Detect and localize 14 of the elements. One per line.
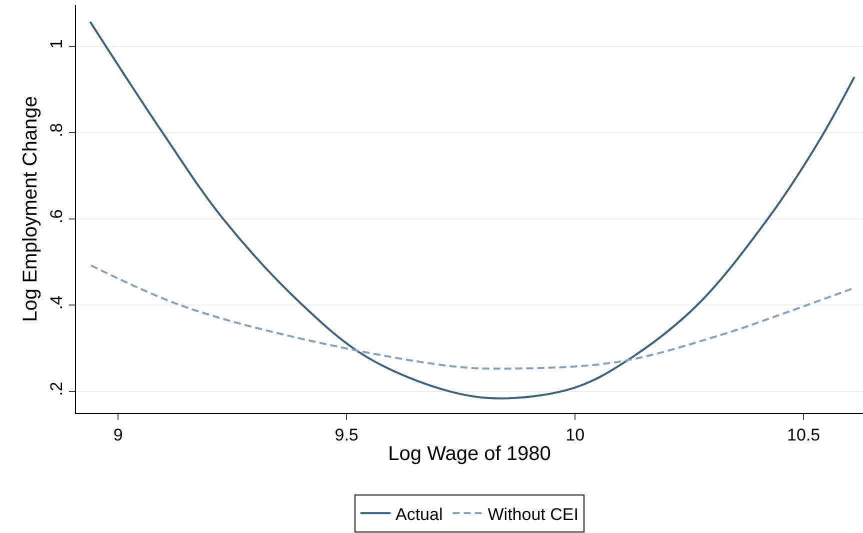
x-tick-label: 10 bbox=[566, 425, 585, 444]
x-axis-title: Log Wage of 1980 bbox=[388, 442, 551, 465]
y-tick-label: .8 bbox=[47, 123, 66, 138]
x-tick-label: 10.5 bbox=[787, 425, 820, 444]
y-tick-label: .4 bbox=[47, 296, 66, 310]
x-tick-label: 9.5 bbox=[334, 425, 358, 444]
legend-label: Without CEI bbox=[488, 504, 578, 524]
y-axis-title: Log Employment Change bbox=[20, 96, 42, 322]
y-tick-label: .2 bbox=[47, 382, 66, 396]
x-tick-label: 9 bbox=[113, 425, 123, 444]
legend-label: Actual bbox=[396, 504, 443, 524]
y-tick-label: 1 bbox=[47, 39, 66, 49]
y-tick-label: .6 bbox=[47, 209, 66, 224]
line-series bbox=[89, 20, 856, 400]
